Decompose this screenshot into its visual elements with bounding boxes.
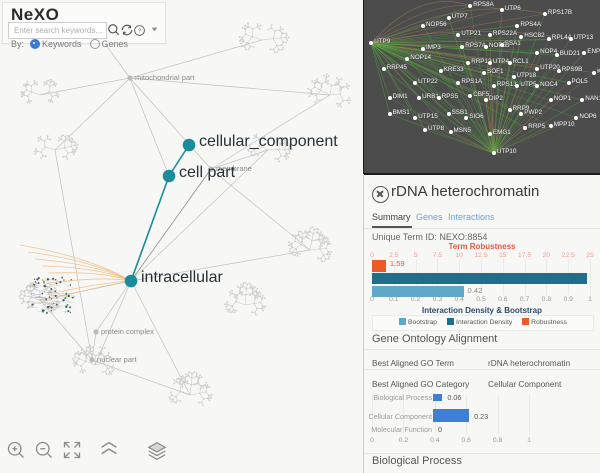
svg-text:?: ?: [138, 28, 141, 34]
